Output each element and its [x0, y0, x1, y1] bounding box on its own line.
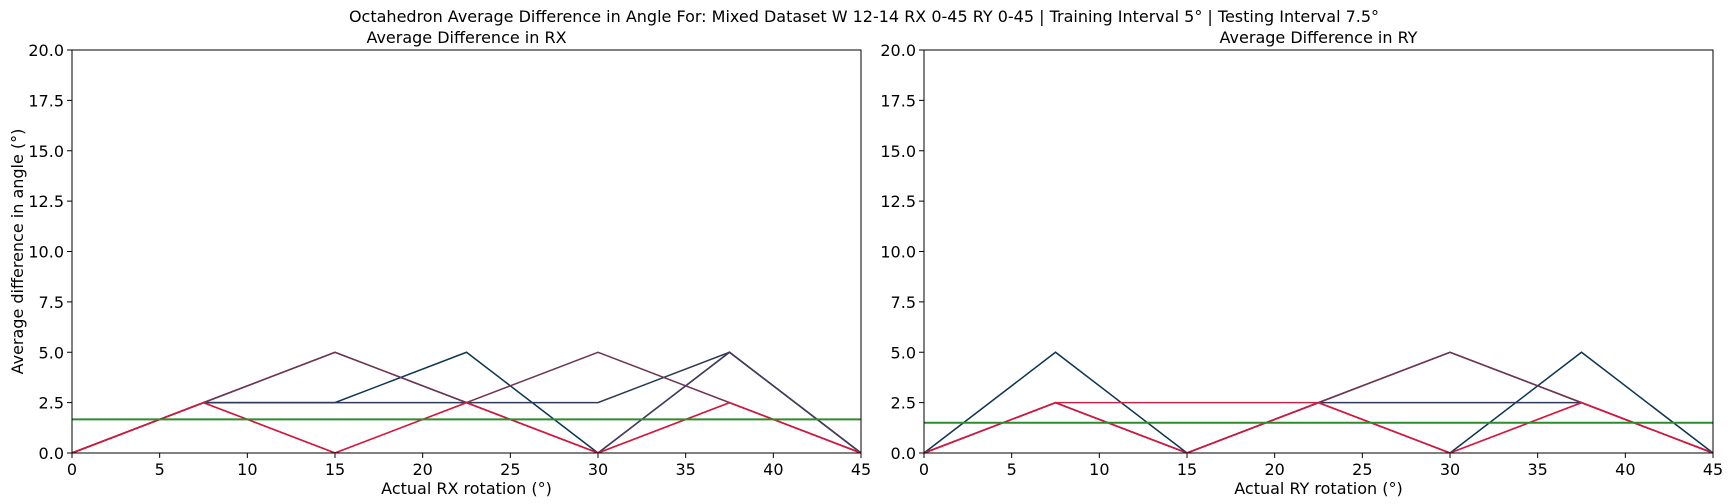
series-line-4	[71, 401, 862, 454]
y-tick-label: 7.5	[39, 293, 64, 312]
x-axis-label: Actual RY rotation (°)	[1234, 479, 1402, 498]
x-axis-label: Actual RX rotation (°)	[381, 479, 552, 498]
series-line-1	[923, 401, 1714, 454]
y-tick-label: 7.5	[891, 293, 916, 312]
y-tick-label: 2.5	[891, 394, 916, 413]
x-tick-label: 0	[67, 460, 77, 479]
x-tick-label: 20	[412, 460, 432, 479]
y-tick-label: 15.0	[880, 142, 916, 161]
y-tick-label: 0.0	[891, 444, 916, 463]
figure-suptitle: Octahedron Average Difference in Angle F…	[349, 7, 1379, 26]
y-tick-label: 10.0	[880, 243, 916, 262]
y-tick-label: 2.5	[39, 394, 64, 413]
x-tick-label: 25	[500, 460, 520, 479]
x-tick-label: 40	[763, 460, 783, 479]
x-tick-label: 40	[1615, 460, 1635, 479]
x-tick-label: 15	[325, 460, 345, 479]
x-tick-label: 0	[919, 460, 929, 479]
x-tick-label: 45	[1703, 460, 1723, 479]
y-tick-label: 5.0	[39, 343, 64, 362]
x-tick-label: 15	[1177, 460, 1197, 479]
x-tick-label: 10	[1089, 460, 1109, 479]
y-axis-label: Average difference in angle (°)	[8, 129, 27, 375]
x-tick-label: 35	[1527, 460, 1547, 479]
y-tick-label: 10.0	[28, 243, 64, 262]
plot-frame	[923, 49, 1714, 454]
series-line-5	[71, 401, 862, 454]
y-tick-label: 12.5	[28, 192, 64, 211]
x-tick-label: 5	[1007, 460, 1017, 479]
x-tick-label: 10	[237, 460, 257, 479]
x-tick-label: 35	[675, 460, 695, 479]
chart-title: Average Difference in RX	[366, 28, 566, 47]
y-tick-label: 17.5	[28, 91, 64, 110]
x-tick-label: 20	[1264, 460, 1284, 479]
series-line-4	[923, 401, 1714, 454]
x-tick-label: 45	[851, 460, 871, 479]
x-tick-label: 25	[1352, 460, 1372, 479]
y-tick-label: 17.5	[880, 91, 916, 110]
y-tick-label: 5.0	[891, 343, 916, 362]
y-tick-label: 20.0	[28, 41, 64, 60]
y-tick-label: 12.5	[880, 192, 916, 211]
x-tick-label: 30	[588, 460, 608, 479]
chart-panel-1: 0 5 10 15 20 25 30 35 40 45 0.0 2.5 5.0 7.5 10.0 12.5 15…	[880, 28, 1723, 498]
series-line-5	[923, 401, 1714, 454]
x-tick-label: 5	[155, 460, 165, 479]
y-tick-label: 20.0	[880, 41, 916, 60]
chart-panel-0: 0 5 10 15 20 25 30 35 40 45 0.0 2.5 5.0 7.5 10.0 12.5 15…	[8, 28, 871, 498]
y-tick-label: 15.0	[28, 142, 64, 161]
plot-frame	[71, 49, 862, 454]
chart-title: Average Difference in RY	[1220, 28, 1418, 47]
x-tick-label: 30	[1440, 460, 1460, 479]
y-tick-label: 0.0	[39, 444, 64, 463]
